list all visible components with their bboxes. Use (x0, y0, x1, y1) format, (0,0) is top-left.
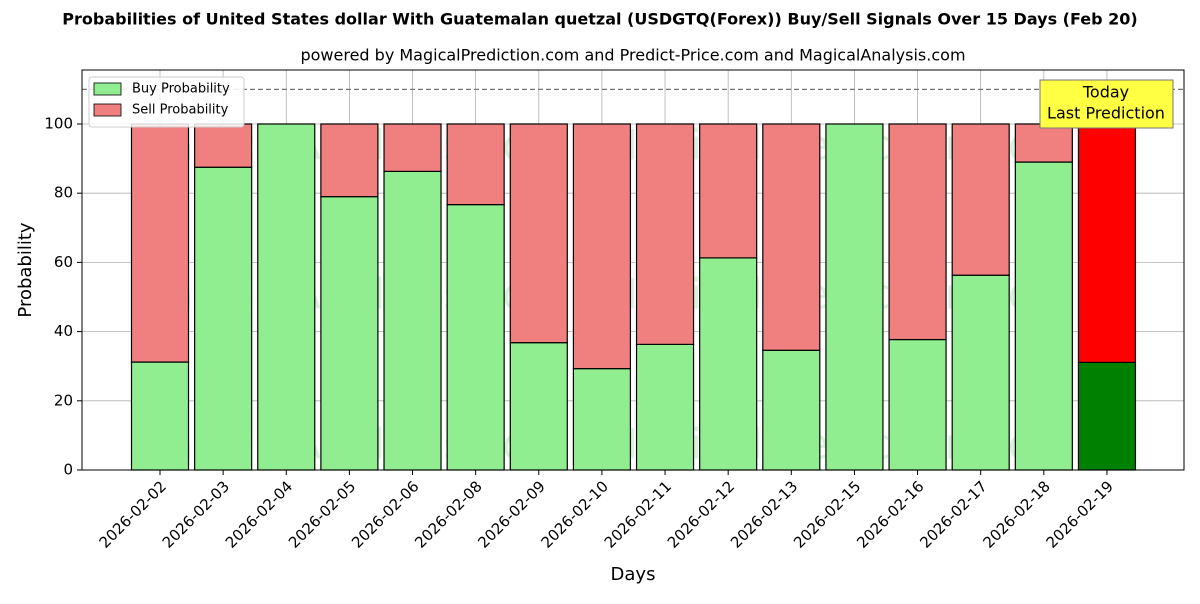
legend-label: Sell Probability (132, 103, 229, 118)
bar-segment (383, 123, 442, 172)
legend-box (88, 76, 245, 128)
x-tick-label: 2026-02-02 (96, 477, 170, 551)
x-tick-label: 2026-02-18 (979, 477, 1053, 551)
x-tick-label: 2026-02-17 (916, 477, 990, 551)
annotation-text: Today (1082, 83, 1129, 102)
bar-segment (446, 123, 505, 206)
x-tick-label: 2026-02-13 (727, 477, 801, 551)
bar-segment (1077, 361, 1137, 471)
bar-segment (951, 123, 1010, 276)
y-tick-label: 20 (54, 391, 73, 409)
x-tick-label: 2026-02-06 (348, 477, 422, 551)
bar-segment (1014, 123, 1073, 163)
bar-segment (130, 361, 190, 471)
chart-subtitle: powered by MagicalPrediction.com and Pre… (300, 46, 965, 65)
bar-segment (130, 123, 190, 363)
x-tick-label: 2026-02-08 (411, 477, 485, 551)
legend-swatch (93, 82, 122, 96)
bar-segment (635, 123, 695, 345)
bar-segment (762, 349, 821, 471)
y-tick-label: 60 (54, 253, 73, 271)
bar-segment (446, 204, 505, 471)
annotation-box (1039, 79, 1174, 129)
legend-label: Buy Probability (132, 82, 230, 97)
bar-segment (699, 257, 758, 471)
bar-segment (635, 343, 695, 471)
bar-segment (888, 338, 947, 471)
bar-segment (383, 170, 442, 471)
x-tick-label: 2026-02-10 (538, 477, 612, 551)
y-tick-label: 80 (54, 184, 73, 202)
bar-segment (825, 123, 884, 471)
y-tick-label: 40 (54, 322, 73, 340)
x-tick-label: 2026-02-12 (664, 477, 738, 551)
y-tick-label: 100 (44, 114, 73, 132)
bar-segment (951, 274, 1010, 471)
chart-title: Probabilities of United States dollar Wi… (62, 10, 1137, 29)
x-tick-label: 2026-02-15 (790, 477, 864, 551)
bar-segment (509, 342, 568, 471)
bar-segment (1077, 123, 1137, 363)
y-tick-label: 0 (63, 461, 73, 479)
bar-segment (888, 123, 947, 341)
bar-segment (699, 123, 758, 259)
x-tick-label: 2026-02-05 (285, 477, 359, 551)
annotation-text: Last Prediction (1047, 104, 1165, 123)
bar-segment (762, 123, 821, 351)
x-tick-label: 2026-02-19 (1043, 477, 1117, 551)
x-tick-label: 2026-02-09 (474, 477, 548, 551)
plot-frame (81, 69, 1185, 471)
bar-segment (320, 196, 379, 471)
bar-segment (509, 123, 568, 344)
legend-swatch (93, 103, 122, 117)
bar-segment (572, 123, 632, 370)
bar-segment (257, 123, 316, 471)
bar-segment (194, 123, 253, 168)
bar-segment (1014, 161, 1073, 471)
x-axis-label: Days (611, 564, 656, 585)
x-tick-label: 2026-02-03 (159, 477, 233, 551)
x-tick-label: 2026-02-16 (853, 477, 927, 551)
x-tick-label: 2026-02-04 (222, 477, 296, 551)
bar-segment (572, 368, 632, 471)
y-axis-label: Probability (15, 222, 36, 317)
x-tick-label: 2026-02-11 (601, 477, 675, 551)
bar-segment (194, 166, 253, 471)
bar-segment (320, 123, 379, 198)
